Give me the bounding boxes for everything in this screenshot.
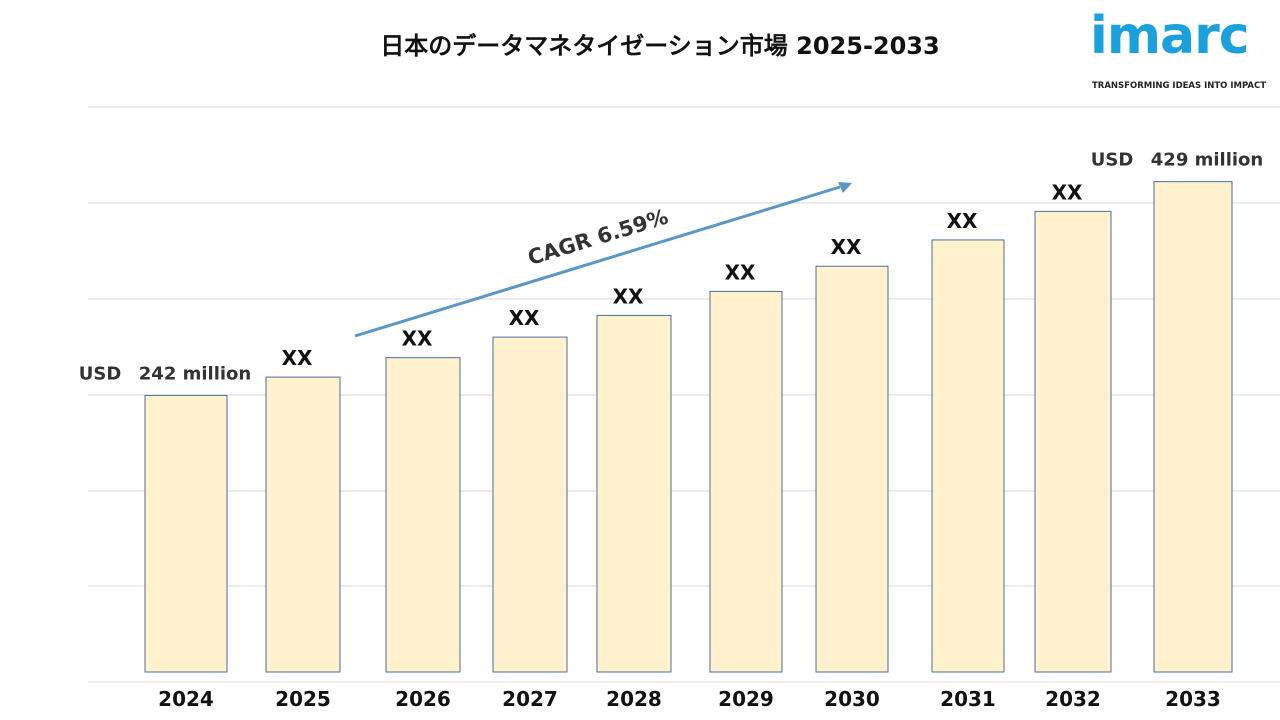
data-label-2030: XX <box>831 235 862 259</box>
bars <box>144 181 1233 673</box>
data-label-2032: XX <box>1052 180 1083 204</box>
bar-2028 <box>596 314 672 673</box>
x-tick-2033: 2033 <box>1165 687 1221 711</box>
bar-2031 <box>931 239 1005 673</box>
x-tick-2027: 2027 <box>502 687 558 711</box>
data-label-2031: XX <box>947 209 978 233</box>
x-tick-2028: 2028 <box>606 687 662 711</box>
bar-2024 <box>144 394 228 673</box>
x-tick-2024: 2024 <box>158 687 214 711</box>
data-labels: USD 242 million XX XX XX XX XX XX XX XX USD 429 mil… <box>79 150 1264 385</box>
cagr-arrowhead <box>838 182 852 193</box>
bar-2026 <box>385 357 461 673</box>
data-label-2028: XX <box>613 284 644 308</box>
data-label-2033: 429 million <box>1151 150 1263 171</box>
bar-2032 <box>1034 210 1112 673</box>
x-tick-2029: 2029 <box>718 687 774 711</box>
x-tick-2025: 2025 <box>275 687 331 711</box>
x-tick-2031: 2031 <box>940 687 996 711</box>
data-label-2029: XX <box>725 260 756 284</box>
unit-label-2024: USD <box>79 363 122 384</box>
data-label-2025: XX <box>282 346 313 370</box>
imarc-logo: imarc TRANSFORMING IDEAS INTO IMPACT <box>1088 6 1268 98</box>
chart-title: 日本のデータマネタイゼーション市場 2025-2033 <box>380 32 940 60</box>
data-label-2026: XX <box>402 327 433 351</box>
logo-tagline: TRANSFORMING IDEAS INTO IMPACT <box>1092 81 1267 91</box>
x-tick-labels: 2024 2025 2026 2027 2028 2029 2030 2031 2032 2033 <box>158 687 1221 711</box>
x-tick-2032: 2032 <box>1045 687 1101 711</box>
logo-wordmark: imarc <box>1090 6 1250 66</box>
data-label-2024: 242 million <box>139 363 251 384</box>
x-tick-2030: 2030 <box>824 687 880 711</box>
bar-2025 <box>265 376 341 673</box>
x-tick-2026: 2026 <box>395 687 451 711</box>
bar-2027 <box>492 336 568 673</box>
bar-2029 <box>709 290 783 673</box>
bar-2030 <box>815 265 889 673</box>
bar-2033 <box>1153 181 1233 673</box>
unit-label-2033: USD <box>1091 150 1134 171</box>
cagr-arrow <box>354 185 841 338</box>
data-label-2027: XX <box>509 306 540 330</box>
